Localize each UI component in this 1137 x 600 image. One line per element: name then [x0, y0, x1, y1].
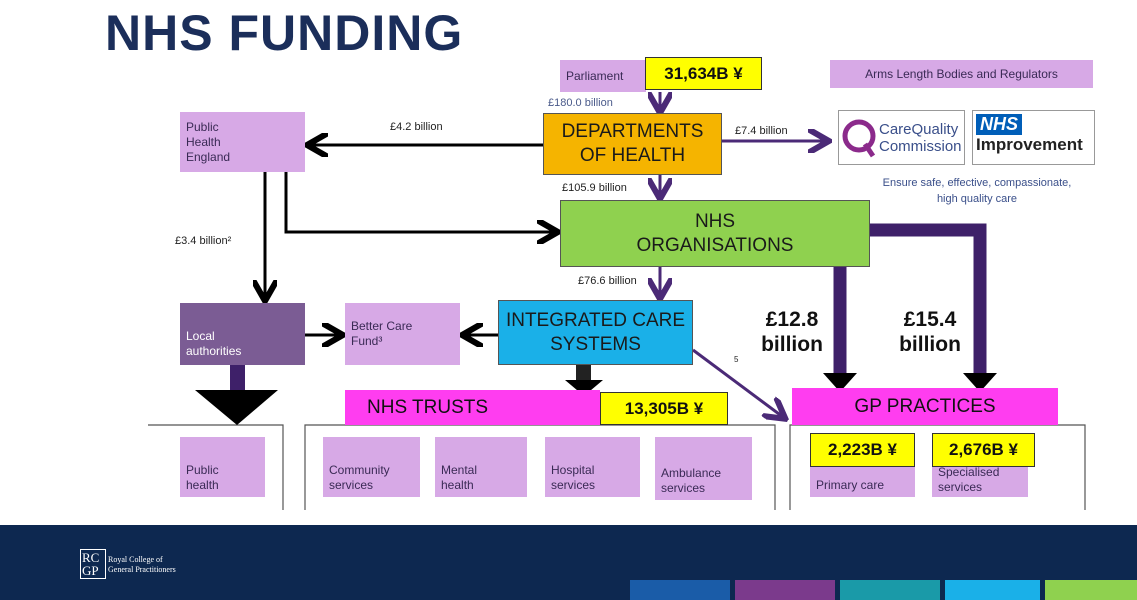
flow-label: 5 [734, 355, 739, 364]
arms-length: Arms Length Bodies and Regulators [830, 60, 1093, 88]
arrow-heads [195, 365, 997, 425]
trust-service: Ambulance services [655, 437, 752, 500]
nhs-trusts: NHS TRUSTS [345, 390, 600, 425]
flow-label: £7.4 billion [735, 125, 788, 137]
gp-funding: £12.8 billion [761, 308, 823, 356]
local-authorities: Local authorities [180, 303, 305, 365]
nhs-badge: NHS [976, 114, 1023, 135]
flow-label: £4.2 billion [390, 121, 443, 133]
title: NHS FUNDING [105, 5, 464, 61]
arrows [265, 92, 987, 417]
trust-service: Hospital services [545, 437, 640, 497]
specialised-amount: 2,676B ¥ [932, 433, 1035, 467]
footer: RCGP Royal College of General Practition… [0, 525, 1137, 600]
color-strip [945, 580, 1040, 600]
color-strip [1045, 580, 1137, 600]
cqc-text: CareQuality [879, 120, 959, 138]
color-strip [630, 580, 730, 600]
flow-label: £76.6 billion [578, 275, 637, 287]
public-health: Public health [180, 437, 265, 497]
footer-name: Royal College of General Practitioners [108, 555, 176, 574]
better-care-fund: Better Care Fund³ [345, 303, 460, 365]
gp-practices: GP PRACTICES [792, 388, 1058, 425]
note: Ensure safe, effective, compassionate, h… [882, 177, 1072, 205]
public-health-england: Public Health England [180, 112, 305, 172]
trust-service: Mental health [435, 437, 527, 497]
flow-label: £3.4 billion² [175, 235, 232, 247]
frames [148, 424, 1086, 510]
parliament: Parliament [560, 60, 646, 92]
improvement: Improvement [976, 135, 1083, 154]
gp-funding: £15.4 billion [899, 308, 961, 356]
integrated-care-systems: INTEGRATED CARE SYSTEMS [498, 300, 693, 365]
primary-amount: 2,223B ¥ [810, 433, 915, 467]
color-strip [735, 580, 835, 600]
trusts-amount: 13,305B ¥ [600, 392, 728, 425]
footer-logo: RCGP [80, 549, 106, 579]
cqc-icon [842, 119, 876, 158]
flow-label: £105.9 billion [562, 182, 627, 194]
cqc-logo: CareQuality Commission [838, 110, 965, 165]
flow-label: £180.0 billion [548, 97, 613, 109]
cqc-text: Commission [879, 137, 962, 155]
parliament-amount: 31,634B ¥ [645, 57, 762, 90]
nhs-organisations: NHS ORGANISATIONS [560, 200, 870, 267]
color-strip [840, 580, 940, 600]
departments: DEPARTMENTS OF HEALTH [543, 113, 722, 175]
nhsi-logo: NHS Improvement [972, 110, 1095, 165]
trust-service: Community services [323, 437, 420, 497]
